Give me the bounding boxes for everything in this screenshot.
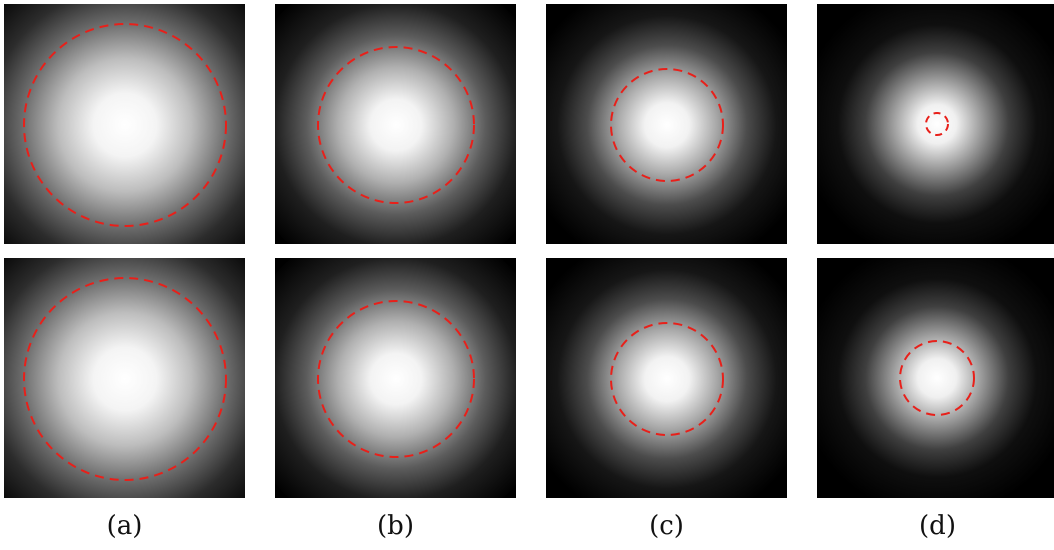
glow-image-a-bottom [4,258,245,498]
panel-a-bottom [4,258,245,498]
glow-spot [817,258,1054,498]
dashed-circle [23,277,227,481]
glow-spot [275,258,516,498]
glow-image-d-bottom [817,258,1054,498]
caption-c: (c) [649,511,684,541]
glow-image-c-bottom [546,258,787,498]
panel-c-bottom [546,258,787,498]
glow-image-d-top [817,4,1054,244]
glow-spot [4,258,245,498]
glow-image-c-top [546,4,787,244]
panel-d-top [817,4,1054,244]
glow-image-a-top [4,4,245,244]
panel-a-top [4,4,245,244]
glow-image-b-top [275,4,516,244]
glow-image-b-bottom [275,258,516,498]
panel-d-bottom [817,258,1054,498]
dashed-circle [925,112,949,136]
caption-a: (a) [106,511,143,541]
caption-d: (d) [919,511,956,541]
glow-spot [546,4,787,244]
panel-c-top [546,4,787,244]
dashed-circle [317,46,475,204]
panel-b-top [275,4,516,244]
dashed-circle [610,68,724,182]
dashed-circle [23,23,227,227]
glow-spot [4,4,245,244]
dashed-circle [610,322,724,436]
dashed-circle [899,340,975,416]
glow-spot [817,4,1054,244]
glow-spot [275,4,516,244]
dashed-circle [317,300,475,458]
panel-b-bottom [275,258,516,498]
caption-b: (b) [377,511,414,541]
glow-spot [546,258,787,498]
